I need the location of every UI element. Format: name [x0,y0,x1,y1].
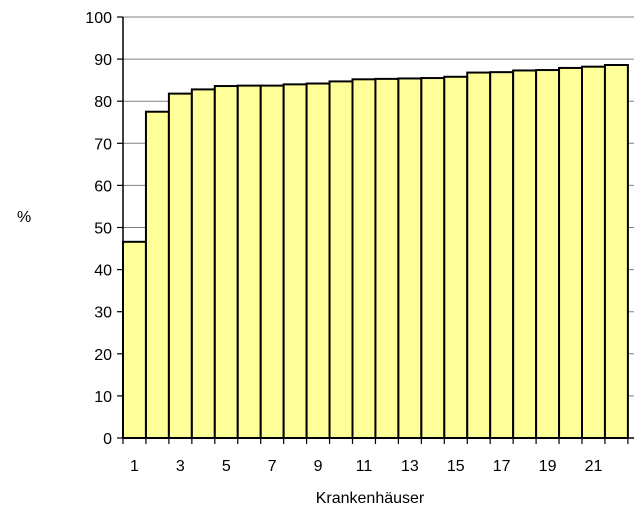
bar-10 [328,80,354,440]
x-tick-labels: 1 3 5 7 9 11 13 15 17 19 21 [130,458,602,475]
bar-1 [122,240,147,439]
x-tick-label-7: 7 [268,458,277,475]
bar-8 [282,83,308,440]
x-tick-label-19: 19 [539,458,557,475]
bar-9 [305,82,331,439]
y-tick-label-100: 100 [85,10,112,27]
bar-16 [466,71,492,440]
y-tick-label-10: 10 [94,389,112,406]
bar-5 [213,85,239,439]
y-tick-label-80: 80 [94,94,112,111]
y-tick-label-30: 30 [94,305,112,322]
bar-6 [236,84,262,440]
bar-12 [374,77,400,440]
x-tick-label-13: 13 [401,458,419,475]
bar-20 [558,66,583,439]
x-tick-label-3: 3 [176,458,185,475]
y-tick-label-20: 20 [94,347,112,364]
x-tick-label-9: 9 [314,458,323,475]
y-tick-label-90: 90 [94,52,112,69]
y-tick-label-0: 0 [103,431,112,448]
bar-13 [397,77,423,439]
bar-19 [535,69,561,440]
x-tick-label-17: 17 [493,458,511,475]
bar-3 [167,92,193,439]
bar-2 [144,110,170,439]
y-tick-label-70: 70 [94,136,112,153]
y-tick-label-60: 60 [94,178,112,195]
x-tick-label-5: 5 [222,458,231,475]
x-tick-label-15: 15 [447,458,465,475]
bar-4 [190,88,216,440]
y-tick-label-50: 50 [94,221,112,238]
x-tick-label-1: 1 [130,458,139,475]
x-axis-title: Krankenhäuser [316,490,425,507]
bar-7 [259,84,285,440]
bar-21 [581,65,606,439]
y-axis-title: % [17,209,31,226]
bar-15 [443,75,469,439]
y-tick-label-40: 40 [94,263,112,280]
bar-22 [603,63,629,440]
bar-17 [489,71,515,439]
bar-18 [512,69,538,439]
y-tick-labels: 0 10 20 30 40 50 60 70 80 90 100 [85,10,112,448]
axes [117,16,634,444]
bar-14 [420,77,446,439]
x-tick-label-11: 11 [356,458,373,475]
bars [122,63,629,440]
bar-11 [351,78,377,439]
x-tick-label-21: 21 [585,458,603,475]
